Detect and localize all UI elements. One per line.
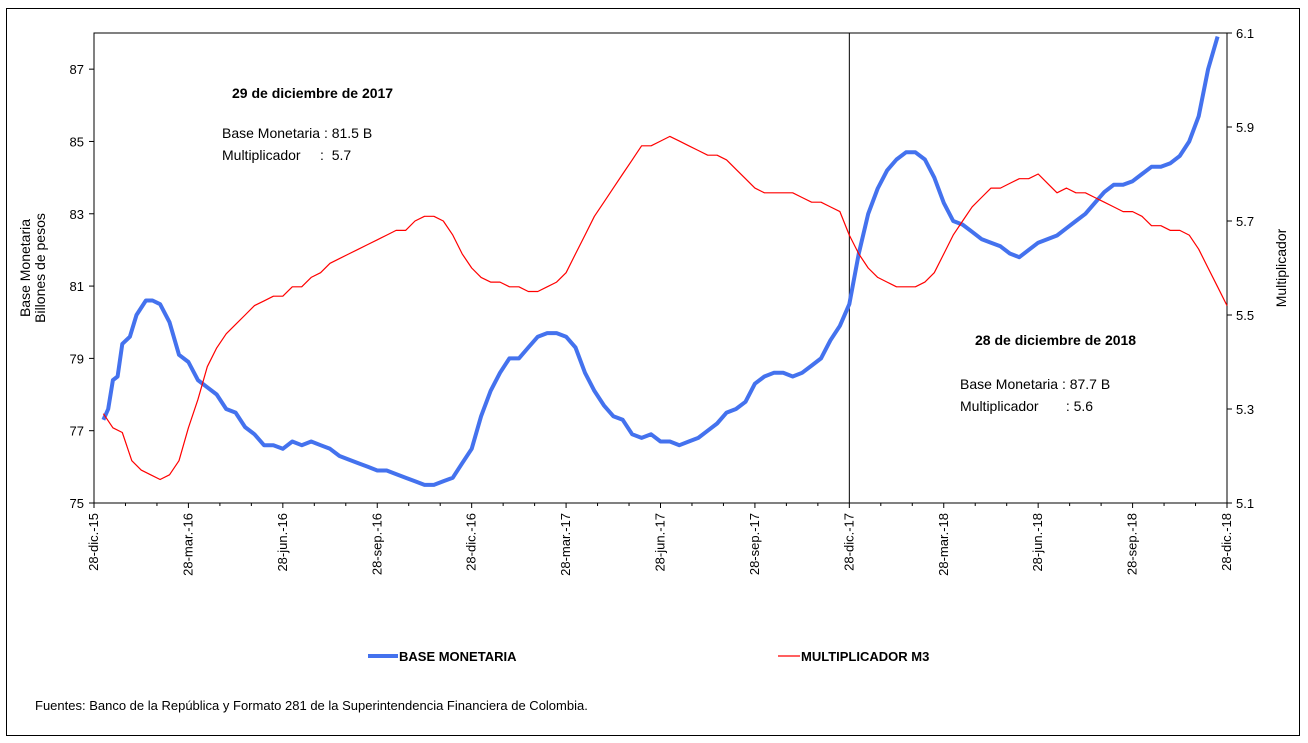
axes: 75 77 79 81 83 85 87 5.1 5.3 5.5 5.7 5.9 6.1 28-dic.-…: [70, 26, 1255, 576]
plot-area: [93, 32, 1228, 504]
y-right-tick-label: 5.1: [1236, 496, 1254, 511]
annotation-2-line2: Multiplicador : 5.6: [960, 398, 1093, 414]
x-tick-label: 28-sep.-18: [1125, 513, 1140, 575]
x-tick-label: 28-dic.-17: [841, 513, 856, 571]
y-left-tick-label: 87: [70, 62, 84, 77]
x-tick-label: 28-dic.-16: [464, 513, 479, 571]
y-left-tick-label: 75: [70, 496, 84, 511]
y-right-tick-label: 5.3: [1236, 402, 1254, 417]
x-tick-label: 28-mar.-17: [558, 513, 573, 576]
x-tick-label: 28-sep.-16: [369, 513, 384, 575]
y-left-tick-label: 85: [70, 134, 84, 149]
x-tick-label: 28-mar.-18: [936, 513, 951, 576]
y-left-axis-title-line1: Base Monetaria: [17, 219, 33, 317]
series-line-base-monetaria: [101, 36, 1220, 487]
y-right-axis-title: Multiplicador: [1273, 228, 1289, 307]
source-note: Fuentes: Banco de la República y Formato…: [35, 698, 588, 713]
x-tick-label: 28-dic.-18: [1219, 513, 1234, 571]
y-left-tick-label: 83: [70, 207, 84, 222]
plot-border: [93, 32, 1228, 504]
annotation-1-title: 29 de diciembre de 2017: [232, 85, 393, 101]
x-tick-label: 28-jun.-16: [275, 513, 290, 572]
y-left-tick-label: 81: [70, 279, 84, 294]
series-layer: [101, 33, 1228, 503]
annotation-1-line2: Multiplicador : 5.7: [222, 147, 351, 163]
y-right-tick-label: 6.1: [1236, 26, 1254, 41]
y-left-tick-label: 77: [70, 424, 84, 439]
legend-label-base-monetaria: BASE MONETARIA: [399, 649, 517, 664]
x-tick-label: 28-mar.-16: [180, 513, 195, 576]
series-line-multiplicador-m3: [102, 135, 1228, 481]
x-tick-label: 28-jun.-18: [1030, 513, 1045, 572]
y-right-tick-label: 5.5: [1236, 308, 1254, 323]
y-left-axis-title-line2: Billones de pesos: [32, 213, 48, 323]
y-left-tick-label: 79: [70, 351, 84, 366]
x-tick-label: 28-jun.-17: [653, 513, 668, 572]
annotation-2-title: 28 de diciembre de 2018: [975, 332, 1136, 348]
annotation-2-line1: Base Monetaria : 87.7 B: [960, 376, 1110, 392]
y-right-tick-label: 5.7: [1236, 214, 1254, 229]
y-right-tick-label: 5.9: [1236, 120, 1254, 135]
x-tick-label: 28-dic.-15: [86, 513, 101, 571]
annotation-1-line1: Base Monetaria : 81.5 B: [222, 125, 372, 141]
chart-frame: [6, 8, 1300, 736]
legend-label-multiplicador: MULTIPLICADOR M3: [801, 649, 929, 664]
x-tick-label: 28-sep.-17: [747, 513, 762, 575]
